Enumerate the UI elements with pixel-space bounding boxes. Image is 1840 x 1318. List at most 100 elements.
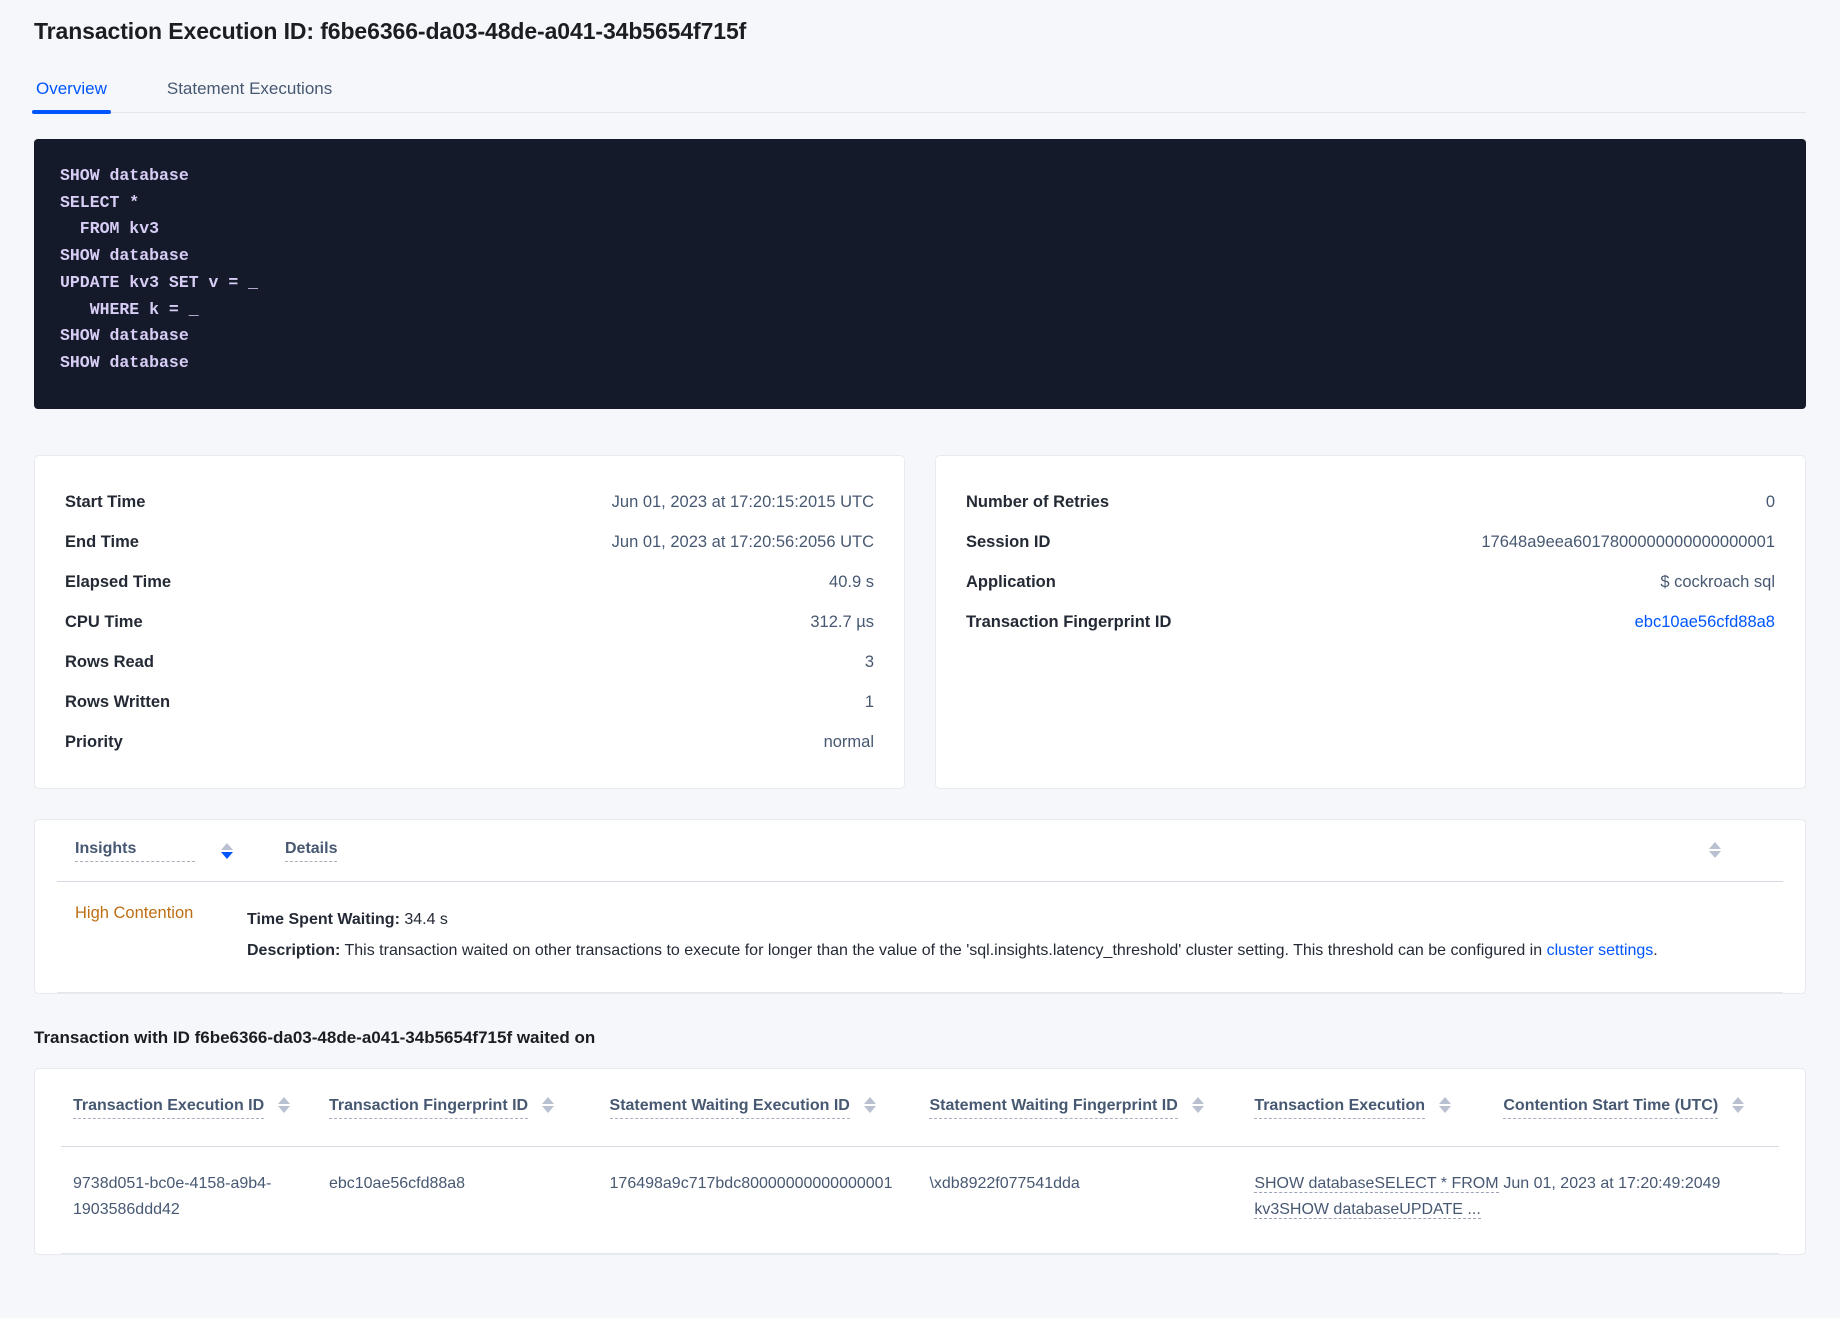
value-number-of-retries: 0 <box>1765 492 1775 511</box>
sql-code-text: SHOW database SELECT * FROM kv3 SHOW dat… <box>60 166 259 372</box>
label-number-of-retries: Number of Retries <box>966 492 1110 511</box>
insight-name-badge: High Contention <box>75 904 194 922</box>
row-cpu-time: CPU Time 312.7 µs <box>65 602 874 642</box>
sort-icon-transaction-fingerprint-id[interactable] <box>542 1096 555 1113</box>
sort-descending-arrow-icon <box>1191 1105 1204 1113</box>
column-header-label[interactable]: Statement Waiting Execution ID <box>609 1097 850 1119</box>
value-session-id: 17648a9eea6017800000000000000001 <box>1481 532 1775 551</box>
column-contention-start-time: Contention Start Time (UTC) <box>1503 1096 1779 1119</box>
row-session-id: Session ID 17648a9eea6017800000000000000… <box>966 522 1775 562</box>
sort-descending-arrow-icon <box>1709 851 1721 858</box>
value-elapsed-time: 40.9 s <box>829 572 874 591</box>
row-rows-read: Rows Read 3 <box>65 642 874 682</box>
column-header-label[interactable]: Transaction Fingerprint ID <box>328 1097 529 1119</box>
insights-row: High Contention Time Spent Waiting: 34.4… <box>57 882 1783 993</box>
column-header-details[interactable]: Details <box>285 840 338 862</box>
row-number-of-retries: Number of Retries 0 <box>966 482 1775 522</box>
sort-ascending-arrow-icon <box>1191 1096 1204 1104</box>
sort-icon-transaction-execution[interactable] <box>1439 1096 1452 1113</box>
column-transaction-fingerprint-id: Transaction Fingerprint ID <box>328 1096 610 1119</box>
table-row: 9738d051-bc0e-4158-a9b4-1903586ddd42 ebc… <box>61 1147 1779 1254</box>
summary-cards: Start Time Jun 01, 2023 at 17:20:15:2015… <box>34 455 1806 789</box>
page-title: Transaction Execution ID: f6be6366-da03-… <box>34 18 747 44</box>
column-statement-waiting-fingerprint-id: Statement Waiting Fingerprint ID <box>929 1096 1254 1119</box>
sort-ascending-arrow-icon <box>542 1096 555 1104</box>
column-statement-waiting-execution-id: Statement Waiting Execution ID <box>609 1096 930 1119</box>
sort-icon-insights[interactable] <box>221 842 233 859</box>
tab-bar: Overview Statement Executions <box>32 65 1806 114</box>
tab-overview[interactable]: Overview <box>32 79 111 114</box>
sort-icon-statement-waiting-execution-id[interactable] <box>863 1096 876 1113</box>
transaction-execution-preview-link[interactable]: SHOW databaseSELECT * FROM kv3SHOW datab… <box>1254 1175 1499 1219</box>
insight-time-value: 34.4 s <box>404 911 448 928</box>
row-elapsed-time: Elapsed Time 40.9 s <box>65 562 874 602</box>
column-header-label[interactable]: Transaction Execution <box>1254 1097 1426 1119</box>
insights-table-header: Insights Details <box>57 820 1783 882</box>
label-elapsed-time: Elapsed Time <box>65 572 172 591</box>
sort-descending-arrow-icon <box>221 851 233 859</box>
column-transaction-execution-id: Transaction Execution ID <box>61 1096 329 1119</box>
value-start-time: Jun 01, 2023 at 17:20:15:2015 UTC <box>611 492 874 511</box>
value-end-time: Jun 01, 2023 at 17:20:56:2056 UTC <box>611 532 874 551</box>
sql-code-block: SHOW database SELECT * FROM kv3 SHOW dat… <box>34 139 1806 409</box>
value-rows-read: 3 <box>864 652 874 671</box>
insight-time-spent-waiting: Time Spent Waiting: 34.4 s <box>247 904 1658 935</box>
sort-icon-contention-start-time[interactable] <box>1732 1096 1745 1113</box>
insight-time-label: Time Spent Waiting: <box>247 911 400 928</box>
label-start-time: Start Time <box>65 492 146 511</box>
label-rows-read: Rows Read <box>65 652 154 671</box>
cell-statement-waiting-fingerprint-id: \xdb8922f077541dda <box>929 1175 1080 1192</box>
label-cpu-time: CPU Time <box>65 612 143 631</box>
sort-descending-arrow-icon <box>1439 1105 1452 1113</box>
sort-descending-arrow-icon <box>863 1105 876 1113</box>
column-header-insights[interactable]: Insights <box>75 840 195 862</box>
value-rows-written: 1 <box>864 692 874 711</box>
sort-ascending-arrow-icon <box>1709 842 1721 849</box>
sort-icon-transaction-execution-id[interactable] <box>278 1096 291 1113</box>
label-priority: Priority <box>65 732 123 751</box>
insights-table: Insights Details High Contention Time Sp… <box>34 819 1806 994</box>
cell-statement-waiting-execution-id: 176498a9c717bdc80000000000000001 <box>609 1175 893 1192</box>
link-transaction-fingerprint-id[interactable]: ebc10ae56cfd88a8 <box>1634 612 1775 631</box>
value-priority: normal <box>823 732 874 751</box>
row-transaction-fingerprint-id: Transaction Fingerprint ID ebc10ae56cfd8… <box>966 602 1775 642</box>
sort-descending-arrow-icon <box>1732 1105 1745 1113</box>
sort-ascending-arrow-icon <box>1732 1096 1745 1104</box>
column-transaction-execution: Transaction Execution <box>1254 1096 1503 1119</box>
value-application: $ cockroach sql <box>1660 572 1775 591</box>
insight-description-text: This transaction waited on other transac… <box>344 942 1543 959</box>
cell-contention-start-time: Jun 01, 2023 at 17:20:49:2049 <box>1503 1175 1721 1192</box>
row-start-time: Start Time Jun 01, 2023 at 17:20:15:2015… <box>65 482 874 522</box>
sort-ascending-arrow-icon <box>1439 1096 1452 1104</box>
cell-transaction-fingerprint-id: ebc10ae56cfd88a8 <box>328 1175 466 1192</box>
label-application: Application <box>966 572 1056 591</box>
sort-ascending-arrow-icon <box>278 1096 291 1104</box>
waited-on-table: Transaction Execution ID Transaction Fin… <box>34 1068 1806 1255</box>
row-end-time: End Time Jun 01, 2023 at 17:20:56:2056 U… <box>65 522 874 562</box>
column-header-label[interactable]: Statement Waiting Fingerprint ID <box>929 1097 1178 1119</box>
row-application: Application $ cockroach sql <box>966 562 1775 602</box>
waited-on-section-title: Transaction with ID f6be6366-da03-48de-a… <box>34 1028 596 1047</box>
sort-icon-statement-waiting-fingerprint-id[interactable] <box>1191 1096 1204 1113</box>
label-transaction-fingerprint-id: Transaction Fingerprint ID <box>966 612 1172 631</box>
cluster-settings-link[interactable]: cluster settings <box>1546 942 1654 959</box>
sort-descending-arrow-icon <box>278 1105 291 1113</box>
insight-description-label: Description: <box>247 942 341 959</box>
tab-statement-executions[interactable]: Statement Executions <box>166 79 333 98</box>
label-end-time: End Time <box>65 532 139 551</box>
transaction-session-card: Number of Retries 0 Session ID 17648a9ee… <box>935 455 1806 789</box>
label-rows-written: Rows Written <box>65 692 171 711</box>
sort-descending-arrow-icon <box>542 1105 555 1113</box>
insight-description-tail: . <box>1653 942 1658 959</box>
sort-icon-details[interactable] <box>1709 842 1721 858</box>
column-header-label[interactable]: Contention Start Time (UTC) <box>1503 1097 1719 1119</box>
cell-transaction-execution-id: 9738d051-bc0e-4158-a9b4-1903586ddd42 <box>73 1175 272 1218</box>
sort-ascending-arrow-icon <box>221 842 233 850</box>
waited-on-table-header: Transaction Execution ID Transaction Fin… <box>61 1069 1779 1147</box>
insight-description: Description: This transaction waited on … <box>247 935 1658 966</box>
value-cpu-time: 312.7 µs <box>810 612 874 631</box>
column-header-label[interactable]: Transaction Execution ID <box>73 1097 265 1119</box>
transaction-timing-card: Start Time Jun 01, 2023 at 17:20:15:2015… <box>34 455 905 789</box>
label-session-id: Session ID <box>966 532 1051 551</box>
